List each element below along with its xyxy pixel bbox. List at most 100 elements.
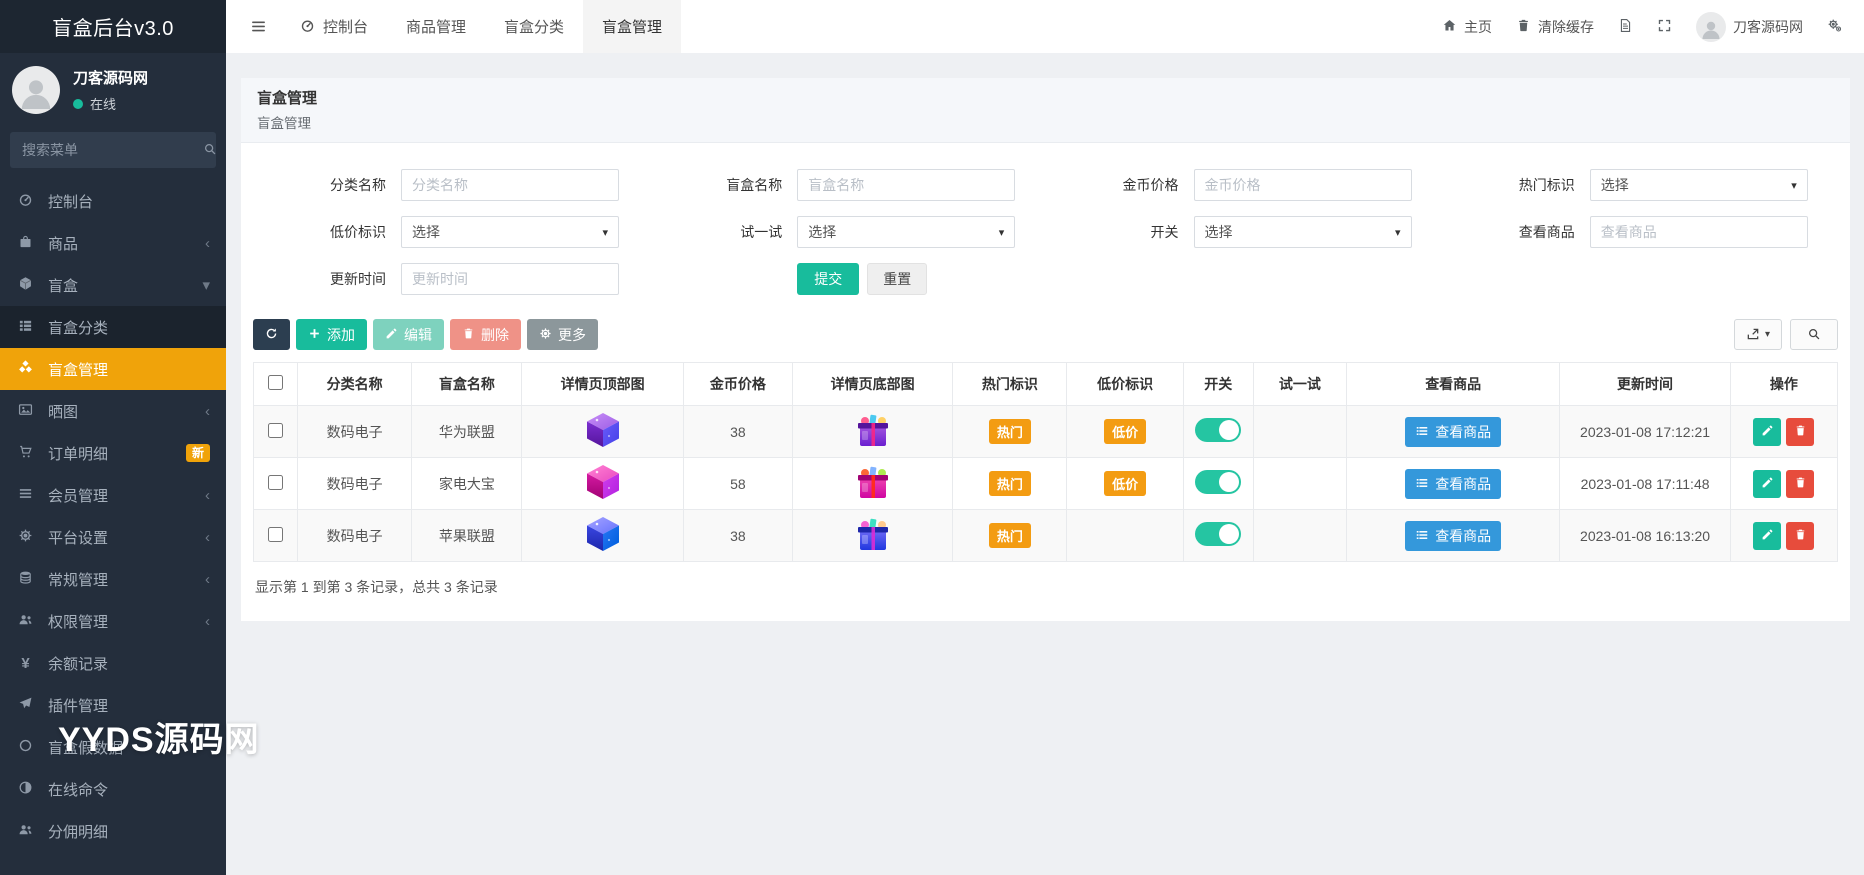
row-delete-button[interactable]: [1786, 521, 1815, 550]
filter-field-try-it: 试一试 选择 ▾: [649, 216, 1045, 248]
field-label: 盲盒名称: [726, 177, 783, 193]
switch-toggle[interactable]: [1195, 470, 1242, 494]
cheap-flag-select[interactable]: 选择 ▾: [401, 216, 619, 248]
row-checkbox[interactable]: [268, 526, 284, 542]
column-header: 金币价格: [682, 362, 793, 406]
document-button[interactable]: [1618, 18, 1633, 36]
settings-button[interactable]: [1827, 18, 1842, 36]
trash-icon: [1516, 18, 1531, 36]
switch-toggle[interactable]: [1195, 418, 1242, 442]
clear-cache-button[interactable]: 清除缓存: [1516, 17, 1594, 37]
tab-label: 控制台: [323, 19, 369, 36]
row-edit-button[interactable]: [1753, 469, 1782, 498]
filter-field-cheap-flag: 低价标识 选择 ▾: [253, 216, 649, 248]
select-all-checkbox[interactable]: [268, 375, 284, 390]
row-edit-button[interactable]: [1753, 417, 1782, 446]
sidebar-item-blindbox[interactable]: 盲盒 ▾: [0, 264, 226, 306]
category-cell: 数码电子: [297, 405, 413, 458]
tab-console[interactable]: 控制台: [281, 0, 387, 53]
row-checkbox[interactable]: [268, 422, 284, 438]
view-goods-button[interactable]: 查看商品: [1405, 416, 1502, 447]
detail-bottom-image[interactable]: [855, 412, 891, 448]
switch-select[interactable]: 选择 ▾: [1193, 216, 1412, 248]
trash-icon: [1794, 476, 1807, 491]
row-checkbox[interactable]: [268, 474, 284, 490]
sidebar-item-orders[interactable]: 订单明细 新: [0, 432, 226, 474]
box-name-input[interactable]: [797, 169, 1016, 201]
sidebar-item-commission[interactable]: 分佣明细: [0, 810, 226, 852]
sidebar-item-photos[interactable]: 晒图 ‹: [0, 390, 226, 432]
sidebar-item-platform[interactable]: 平台设置 ‹: [0, 516, 226, 558]
switch-toggle[interactable]: [1195, 522, 1242, 546]
update-time-input[interactable]: [401, 263, 619, 295]
edit-button[interactable]: 编辑: [373, 319, 444, 350]
cube-icon: [16, 276, 35, 294]
sidebar-item-blindbox-category[interactable]: 盲盒分类: [0, 306, 226, 348]
search-icon[interactable]: [203, 142, 217, 158]
users-icon: [16, 822, 35, 840]
tab-goods-manage[interactable]: 商品管理: [387, 0, 485, 53]
avatar[interactable]: [12, 66, 60, 114]
sidebar-item-goods[interactable]: 商品 ‹: [0, 222, 226, 264]
sidebar-menu: 控制台 商品 ‹ 盲盒 ▾ 盲盒分类盲盒管理 晒图 ‹ 订单明细 新会员管理 ‹ 平台设置 ‹ 常规管理 ‹…: [0, 180, 226, 875]
menu-toggle-icon[interactable]: [236, 0, 281, 53]
row-edit-button[interactable]: [1753, 521, 1782, 550]
row-delete-button[interactable]: [1786, 469, 1815, 498]
hot-badge: 热门: [988, 419, 1031, 444]
sidebar-item-members[interactable]: 会员管理 ‹: [0, 474, 226, 516]
reset-button[interactable]: 重置: [867, 263, 928, 295]
sidebar-item-label: 盲盒分类: [48, 319, 109, 337]
view-goods-button[interactable]: 查看商品: [1405, 468, 1502, 499]
submit-button[interactable]: 提交: [797, 263, 860, 295]
gears-icon: [1827, 18, 1842, 36]
sidebar-item-general[interactable]: 常规管理 ‹: [0, 558, 226, 600]
detail-top-image[interactable]: [584, 462, 622, 502]
caret-down-icon: ▾: [1791, 179, 1797, 192]
pencil-icon: [1761, 476, 1774, 491]
tab-blindbox-category[interactable]: 盲盒分类: [485, 0, 583, 53]
view-goods-button[interactable]: 查看商品: [1405, 520, 1502, 551]
view-goods-input[interactable]: [1589, 216, 1808, 248]
fullscreen-button[interactable]: [1657, 18, 1672, 36]
search-icon: [1807, 327, 1821, 343]
sidebar-item-blindbox-manage[interactable]: 盲盒管理: [0, 348, 226, 390]
hot-flag-select[interactable]: 选择 ▾: [1589, 169, 1808, 201]
more-button[interactable]: 更多: [527, 319, 598, 350]
yen-icon: ¥: [21, 654, 30, 672]
sidebar-item-permissions[interactable]: 权限管理 ‹: [0, 600, 226, 642]
home-button[interactable]: 主页: [1442, 17, 1492, 37]
detail-bottom-image[interactable]: [855, 516, 891, 552]
menu-search-input[interactable]: [22, 142, 203, 158]
sidebar-item-console[interactable]: 控制台: [0, 180, 226, 222]
try-it-select[interactable]: 选择 ▾: [797, 216, 1016, 248]
add-button[interactable]: 添加: [296, 319, 367, 350]
sidebar-item-label: 插件管理: [48, 697, 109, 715]
sidebar-item-fake-data[interactable]: 盲盒假数据: [0, 726, 226, 768]
row-delete-button[interactable]: [1786, 417, 1815, 446]
search-toggle-button[interactable]: [1790, 319, 1838, 350]
detail-top-image[interactable]: [584, 514, 622, 554]
category-name-input[interactable]: [401, 169, 619, 201]
delete-button[interactable]: 删除: [450, 319, 521, 350]
caret-down-icon: ▾: [998, 226, 1005, 239]
bag-icon: [16, 234, 35, 252]
plus-icon: [308, 327, 321, 342]
box-name-cell: 华为联盟: [411, 405, 523, 458]
tab-blindbox-manage[interactable]: 盲盒管理: [583, 0, 682, 53]
trash-icon: [462, 327, 475, 342]
user-menu[interactable]: 刀客源码网: [1696, 11, 1803, 42]
refresh-button[interactable]: [253, 319, 290, 350]
sidebar-item-commands[interactable]: 在线命令: [0, 768, 226, 810]
sidebar-item-balance[interactable]: ¥ 余额记录: [0, 642, 226, 684]
detail-bottom-image[interactable]: [855, 464, 891, 500]
box-name-cell: 家电大宝: [411, 457, 523, 510]
export-button[interactable]: ▾: [1734, 319, 1782, 350]
page-heading: 盲盒管理 盲盒管理: [241, 78, 1850, 143]
detail-top-image[interactable]: [584, 410, 622, 450]
sidebar-item-plugins[interactable]: 插件管理: [0, 684, 226, 726]
caret-down-icon: ▾: [602, 226, 608, 239]
plane-icon: [16, 696, 35, 714]
photo-icon: [16, 402, 35, 420]
caret-down-icon: ▾: [1394, 226, 1401, 239]
coin-price-input[interactable]: [1193, 169, 1412, 201]
